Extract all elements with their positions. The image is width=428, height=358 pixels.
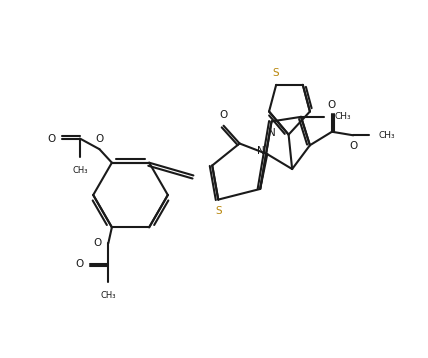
Text: O: O xyxy=(328,100,336,110)
Text: N: N xyxy=(257,146,265,156)
Text: N: N xyxy=(268,128,276,138)
Text: S: S xyxy=(273,68,279,78)
Text: CH₃: CH₃ xyxy=(101,291,116,300)
Text: O: O xyxy=(95,134,104,144)
Text: CH₃: CH₃ xyxy=(378,131,395,140)
Text: O: O xyxy=(75,259,83,269)
Text: O: O xyxy=(349,141,357,151)
Text: O: O xyxy=(48,134,56,144)
Text: O: O xyxy=(94,238,102,248)
Text: CH₃: CH₃ xyxy=(335,112,351,121)
Text: S: S xyxy=(215,206,222,216)
Text: O: O xyxy=(220,110,228,120)
Text: CH₃: CH₃ xyxy=(72,166,88,175)
